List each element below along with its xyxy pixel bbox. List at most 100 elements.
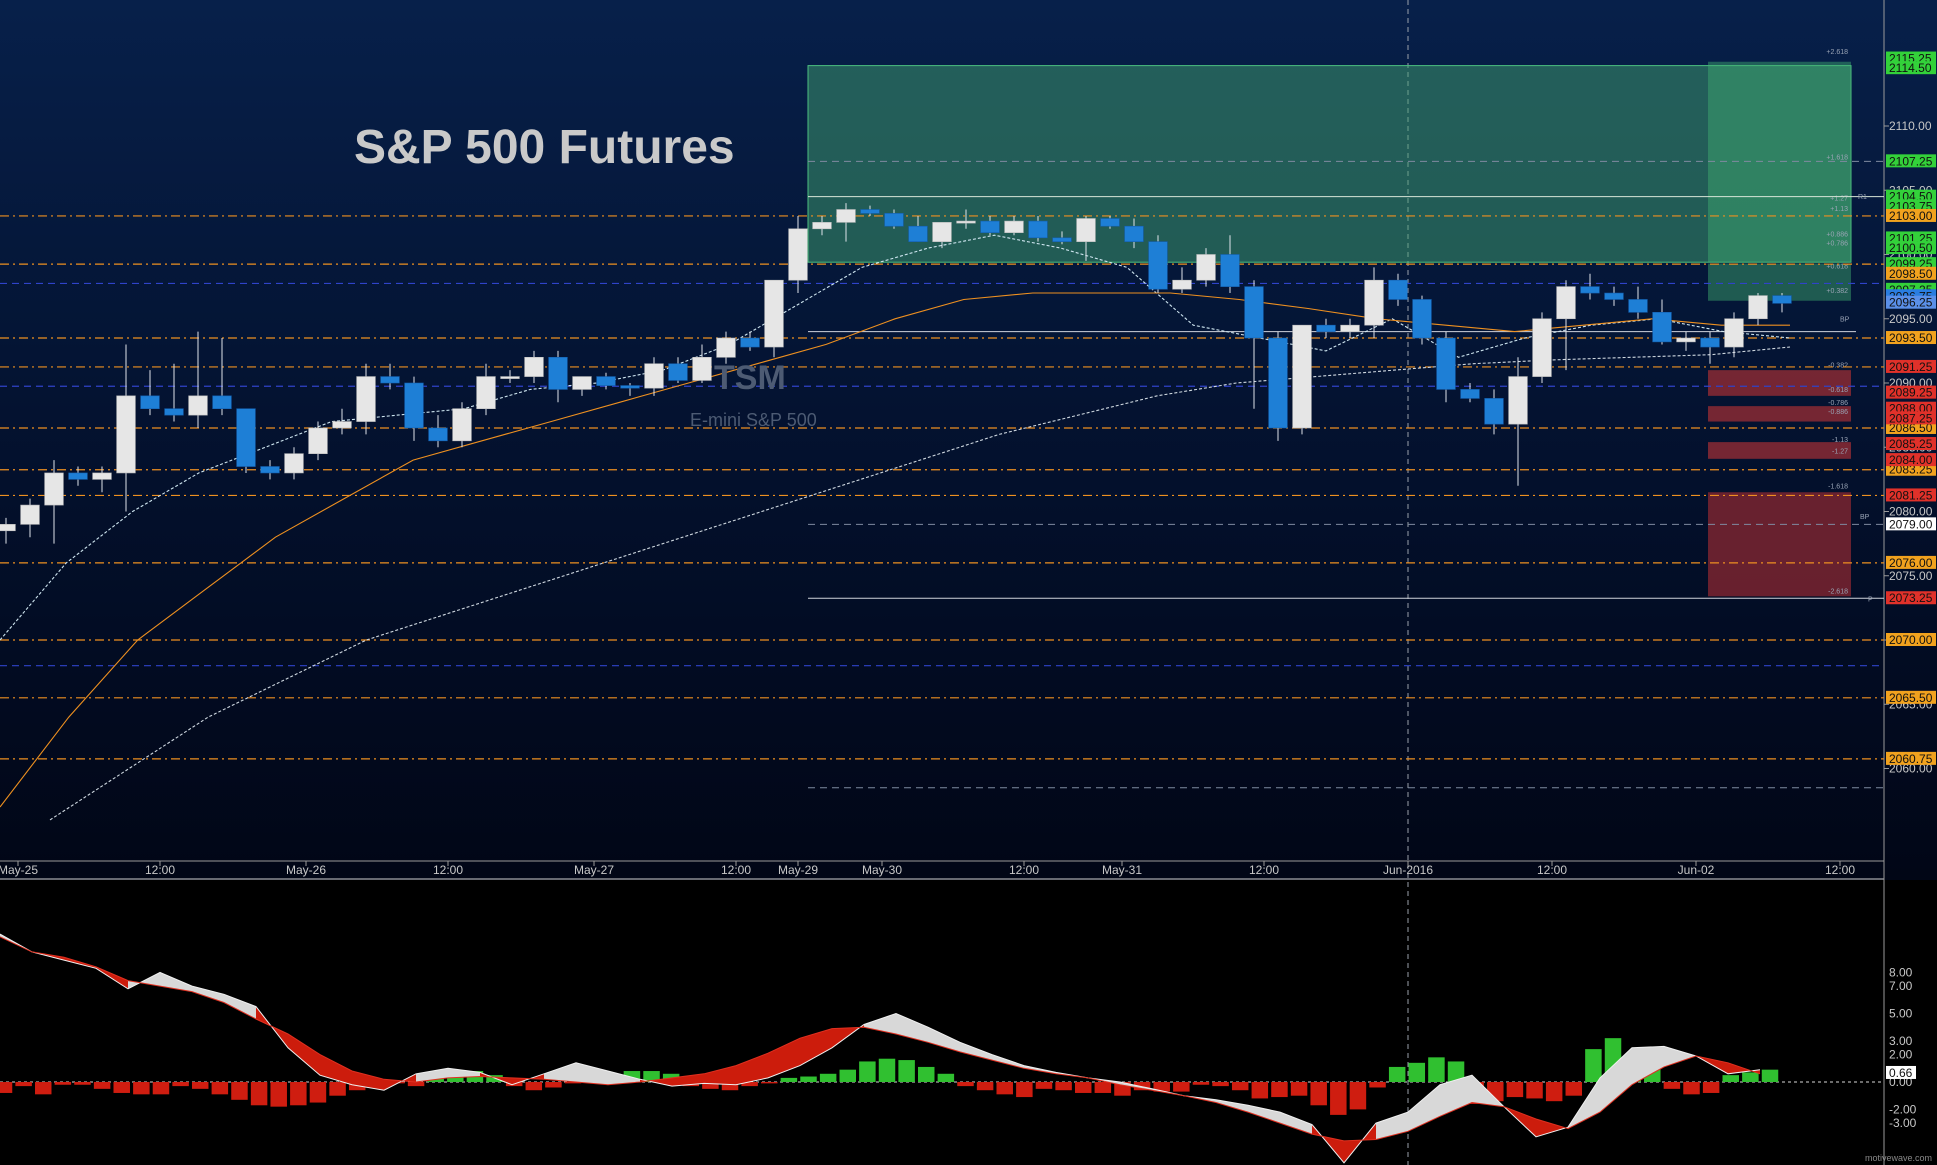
fib-zone-red-4 [1708, 492, 1851, 597]
candle-body [1724, 318, 1744, 348]
bp-label: BP [1860, 514, 1870, 521]
histogram-bar [1192, 1082, 1210, 1085]
target-zone-green [807, 65, 1852, 263]
candle-body [236, 408, 256, 467]
candle-body [428, 427, 448, 442]
candle-body [788, 228, 808, 281]
price-badge-label: 2076.00 [1889, 556, 1933, 570]
fib-ratio-label: +1.618 [1826, 154, 1848, 161]
histogram-bar [859, 1061, 876, 1082]
candle-body [860, 209, 880, 214]
histogram-bar [898, 1060, 915, 1082]
histogram-bar [0, 1082, 13, 1093]
histogram-bar [1388, 1066, 1406, 1082]
histogram-bar [1447, 1061, 1465, 1082]
candle-body [68, 472, 88, 480]
candle-body [932, 222, 952, 242]
oscillator-panel-background [0, 880, 1937, 1165]
cloud-segment [928, 1027, 960, 1052]
price-badge-label: 2070.00 [1889, 633, 1933, 647]
histogram-bar [878, 1058, 896, 1082]
fib-ratio-label: -2.618 [1828, 589, 1848, 596]
oscillator [0, 933, 1884, 1164]
slow-line [0, 936, 1761, 1142]
histogram-bar [1055, 1082, 1072, 1091]
histogram-bar [525, 1082, 543, 1091]
histogram-bar [309, 1082, 327, 1103]
candle-body [1340, 324, 1360, 332]
histogram-bar [486, 1075, 503, 1082]
histogram-bar [545, 1082, 562, 1088]
x-tick-label: May-25 [0, 863, 38, 877]
candle-body [644, 363, 664, 389]
histogram-bar [819, 1073, 837, 1082]
histogram-bar [54, 1082, 72, 1085]
price-badge [1886, 690, 1936, 704]
price-badge [1886, 488, 1936, 502]
histogram-bar [721, 1082, 739, 1091]
histogram-bar [1271, 1082, 1288, 1098]
fib-zone-green-upper [1708, 61, 1851, 263]
candle-body [212, 395, 232, 410]
fib-zone-red-3 [1708, 442, 1851, 459]
x-tick-label: 12:00 [145, 863, 175, 877]
fib-ratio-label: -1.27 [1832, 449, 1848, 456]
histogram-bar [270, 1082, 287, 1107]
candle-body [1580, 286, 1600, 294]
osc-y-tick-label: -3.00 [1889, 1116, 1917, 1130]
candle-body [1052, 237, 1072, 242]
x-tick-label: May-27 [574, 863, 614, 877]
cloud-segment [608, 1071, 640, 1085]
cloud-segment [1376, 1112, 1408, 1140]
x-tick-label: 12:00 [1825, 863, 1855, 877]
candle-body [500, 376, 520, 379]
histogram-bar [1035, 1082, 1053, 1089]
cloud-segment [704, 1065, 736, 1085]
histogram-bar [996, 1082, 1013, 1095]
x-tick-label: Jun-2016 [1383, 863, 1433, 877]
histogram-bar [761, 1082, 778, 1084]
candle-body [1460, 389, 1480, 399]
candle-body [1436, 337, 1456, 390]
moving-average-line [0, 234, 1791, 641]
candle-body [668, 363, 688, 381]
histogram-bar [702, 1082, 719, 1089]
candle-body [188, 395, 208, 416]
candle-body [1700, 337, 1720, 348]
histogram-bar [937, 1073, 955, 1082]
histogram-bar [800, 1076, 817, 1082]
x-tick-label: 12:00 [1009, 863, 1039, 877]
candle-body [1772, 295, 1792, 304]
candle-body [284, 453, 304, 474]
price-badge-label: 2100.50 [1889, 241, 1933, 255]
x-axis-labels: May-25 12:00 May-26 12:00 May-27 12:00 May-29 M… [0, 861, 1855, 877]
cloud-segment [1664, 1046, 1696, 1067]
histogram-bar [1212, 1082, 1229, 1087]
candle-body [572, 376, 592, 390]
fast-line [0, 933, 1761, 1164]
cloud-segment [1600, 1047, 1632, 1113]
cloud-segment [544, 1062, 576, 1082]
histogram-bar [211, 1082, 229, 1095]
price-badge [1886, 751, 1936, 765]
cloud-segment [352, 1071, 384, 1091]
price-badge-label: 2083.25 [1889, 463, 1933, 477]
y-tick-label: 2110.00 [1889, 119, 1932, 133]
histogram-bar [1094, 1082, 1112, 1093]
price-badge-label: 2087.25 [1889, 411, 1933, 425]
osc-y-tick-label: 2.00 [1889, 1048, 1913, 1062]
watermark-subtitle: E-mini S&P 500 [690, 410, 817, 430]
candle-body [140, 395, 160, 410]
histogram-bar [1330, 1082, 1347, 1115]
price-badge [1886, 411, 1936, 425]
watermark-logo: TSM [714, 359, 786, 397]
osc-value-badge [1886, 1065, 1916, 1079]
candle-body [1316, 324, 1336, 332]
cloud-segment [1280, 1112, 1312, 1135]
histogram-bar [1428, 1057, 1445, 1082]
candle-body [1532, 318, 1552, 377]
histogram-bar [1506, 1082, 1524, 1098]
fib-ratio-label: +2.618 [1826, 49, 1848, 56]
histogram-bar [93, 1082, 111, 1089]
